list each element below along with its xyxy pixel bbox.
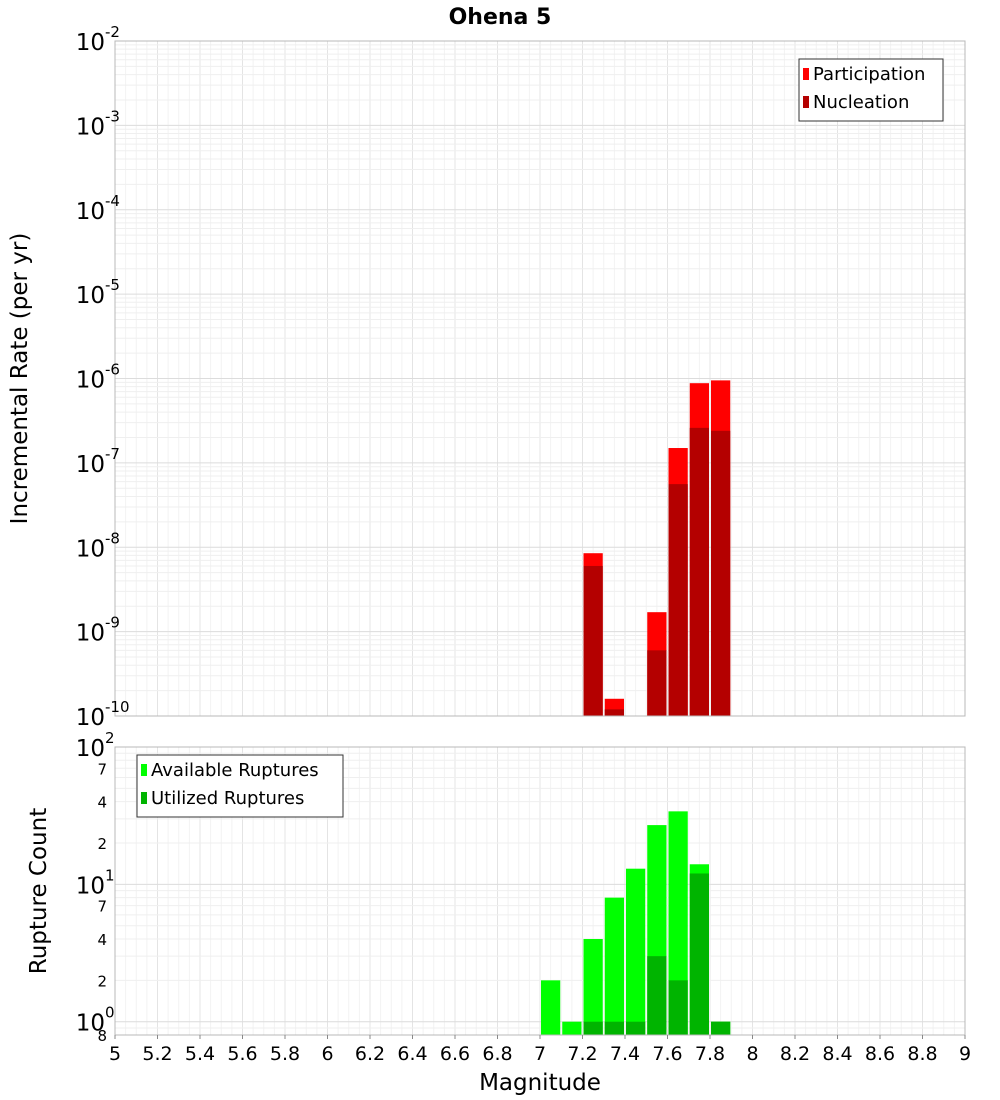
magnitude-x-axis-label: Magnitude <box>479 1070 601 1096</box>
legend-label: Participation <box>813 64 925 85</box>
rate-y-tick-exponent: -10 <box>105 698 130 716</box>
count-bar-available-ruptures <box>541 980 561 1035</box>
x-tick-label: 6 <box>321 1043 333 1065</box>
rate-bar-nucleation <box>583 565 603 716</box>
legend-swatch <box>803 68 809 80</box>
legend-box <box>136 754 344 818</box>
rate-bar-nucleation <box>689 427 709 716</box>
rate-bar-nucleation <box>668 484 688 716</box>
count-bars <box>541 811 731 1035</box>
count-y-tick-label: 8 <box>97 1027 107 1045</box>
rate-plot-frame <box>114 40 966 717</box>
count-y-tick-exponent: 0 <box>105 1004 115 1022</box>
x-tick-label: 5.4 <box>185 1043 215 1065</box>
x-tick-label: 7 <box>534 1043 546 1065</box>
count-y-tick-label: 7 <box>97 760 107 778</box>
rate-bar-nucleation <box>604 709 624 716</box>
count-y-tick-exponent: 2 <box>105 729 115 747</box>
rate-y-tick-base: 10 <box>76 621 105 647</box>
x-tick-label: 8.4 <box>822 1043 852 1065</box>
count-y-tick-label: 4 <box>97 794 107 812</box>
magnitude-x-ticks: 5 5.2 5.4 5.6 5.8 6 6.2 6.4 6.6 6.8 7 7.2 7.4 7.6 7.8 8… <box>109 1035 971 1065</box>
count-bar-utilized-ruptures <box>689 873 709 1035</box>
count-y-tick-label: 2 <box>97 835 107 853</box>
chart-title: Ohena 5 <box>449 5 552 30</box>
legend-swatch <box>141 764 147 776</box>
legend-swatch <box>803 96 809 108</box>
x-tick-label: 7.6 <box>652 1043 682 1065</box>
count-y-tick-label: 7 <box>97 898 107 916</box>
count-legend: Available Ruptures Utilized Ruptures <box>136 754 344 818</box>
count-bar-utilized-ruptures <box>711 1021 731 1035</box>
legend-label: Utilized Ruptures <box>151 788 304 809</box>
count-grid <box>114 747 966 1036</box>
rate-y-tick-exponent: -7 <box>105 445 120 463</box>
rate-y-ticks: 10-210-310-410-510-610-710-810-910-10 <box>76 23 130 731</box>
rate-y-tick-exponent: -2 <box>105 23 120 41</box>
count-y-tick-exponent: 1 <box>105 866 115 884</box>
legend-label: Available Ruptures <box>151 760 319 781</box>
rate-y-tick-base: 10 <box>76 30 105 56</box>
rate-y-tick-base: 10 <box>76 368 105 394</box>
count-bar-available-ruptures <box>583 939 603 1035</box>
rate-y-tick-base: 10 <box>76 705 105 731</box>
rate-y-tick-base: 10 <box>76 452 105 478</box>
count-y-tick-base: 10 <box>76 1011 105 1037</box>
legend-swatch <box>141 792 147 804</box>
x-tick-label: 5.8 <box>270 1043 300 1065</box>
count-bar-utilized-ruptures <box>626 1021 646 1035</box>
x-tick-label: 6.2 <box>355 1043 385 1065</box>
x-tick-label: 6.8 <box>482 1043 512 1065</box>
x-tick-label: 7.4 <box>610 1043 640 1065</box>
x-tick-label: 6.4 <box>397 1043 427 1065</box>
x-tick-label: 8.2 <box>780 1043 810 1065</box>
rate-y-axis-label: Incremental Rate (per yr) <box>7 233 33 525</box>
x-tick-label: 5.6 <box>227 1043 257 1065</box>
rate-y-tick-base: 10 <box>76 283 105 309</box>
count-y-tick-base: 10 <box>76 873 105 899</box>
rate-legend: Participation Nucleation <box>798 58 944 122</box>
rate-y-tick-exponent: -6 <box>105 361 120 379</box>
count-bar-available-ruptures <box>668 811 688 1035</box>
count-bar-utilized-ruptures <box>668 980 688 1035</box>
count-bar-utilized-ruptures <box>604 1021 624 1035</box>
rate-y-tick-exponent: -3 <box>105 107 120 125</box>
x-tick-label: 6.6 <box>440 1043 470 1065</box>
count-y-tick-label: 2 <box>97 972 107 990</box>
rate-y-tick-exponent: -9 <box>105 614 120 632</box>
count-bar-available-ruptures <box>604 897 624 1035</box>
x-tick-label: 9 <box>959 1043 971 1065</box>
rate-y-tick-base: 10 <box>76 536 105 562</box>
rate-y-tick-exponent: -4 <box>105 192 120 210</box>
rate-grid <box>114 41 966 717</box>
x-tick-label: 7.2 <box>567 1043 597 1065</box>
x-tick-label: 5.2 <box>142 1043 172 1065</box>
count-bar-utilized-ruptures <box>583 1021 603 1035</box>
count-bar-available-ruptures <box>562 1021 582 1035</box>
rate-y-tick-exponent: -5 <box>105 276 120 294</box>
x-tick-label: 5 <box>109 1043 121 1065</box>
rate-y-tick-base: 10 <box>76 114 105 140</box>
count-y-tick-label: 4 <box>97 931 107 949</box>
x-tick-label: 8.8 <box>907 1043 937 1065</box>
x-tick-label: 8.6 <box>865 1043 895 1065</box>
count-y-axis-label: Rupture Count <box>26 808 52 974</box>
rate-bar-nucleation <box>647 650 667 716</box>
rate-bar-nucleation <box>711 430 731 716</box>
x-tick-label: 8 <box>746 1043 758 1065</box>
x-tick-label: 7.8 <box>695 1043 725 1065</box>
rate-y-tick-exponent: -8 <box>105 529 120 547</box>
legend-box <box>798 58 944 122</box>
legend-label: Nucleation <box>813 92 909 113</box>
rate-panel: 10-210-310-410-510-610-710-810-910-10 In… <box>7 23 966 731</box>
rate-y-tick-base: 10 <box>76 199 105 225</box>
count-y-tick-base: 10 <box>76 736 105 762</box>
count-bar-available-ruptures <box>626 868 646 1035</box>
rate-bars <box>583 380 731 716</box>
count-bar-utilized-ruptures <box>647 956 667 1035</box>
